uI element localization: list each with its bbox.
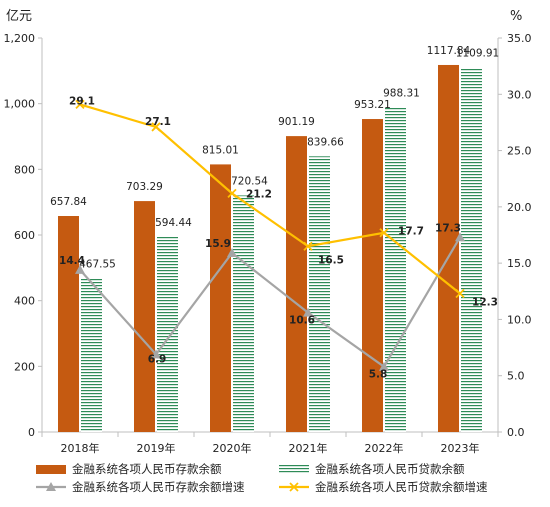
right-axis-unit: % bbox=[510, 9, 522, 24]
left-tick-label: 600 bbox=[14, 229, 35, 242]
deposit-bar-label: 657.84 bbox=[50, 196, 87, 208]
legend-label: 金融系统各项人民币贷款余额增速 bbox=[315, 480, 488, 494]
loan-growth-point-stroke bbox=[75, 99, 85, 110]
deposit-growth-label: 6.9 bbox=[148, 353, 167, 365]
deposit-bar-label: 953.21 bbox=[354, 99, 391, 111]
right-tick-label: 5.0 bbox=[507, 370, 525, 383]
deposit-growth-label: 15.9 bbox=[205, 238, 231, 250]
deposit-bar-label: 815.01 bbox=[202, 144, 239, 156]
legend: 金融系统各项人民币存款余额 金融系统各项人民币贷款余额金融系统各项人民币存款余额增… bbox=[36, 462, 488, 494]
x-tick-label: 2019年 bbox=[137, 441, 176, 455]
loan-bar bbox=[157, 236, 178, 432]
right-tick-label: 35.0 bbox=[507, 32, 532, 45]
loan-growth-point-stroke bbox=[455, 288, 465, 299]
deposit-growth-line bbox=[79, 236, 461, 369]
loan-growth-label: 12.3 bbox=[472, 297, 498, 309]
x-tick-label: 2022年 bbox=[365, 441, 404, 455]
loan-growth-point-stroke bbox=[379, 228, 389, 238]
deposit-bar bbox=[210, 164, 231, 433]
legend-swatch-marker bbox=[46, 482, 56, 491]
deposit-bar bbox=[438, 64, 459, 433]
loan-bar bbox=[385, 107, 406, 432]
loan-growth-point bbox=[227, 188, 237, 198]
loan-growth-point bbox=[75, 99, 85, 110]
right-tick-label: 30.0 bbox=[507, 88, 532, 101]
deposit-bar-label: 1117.84 bbox=[427, 45, 471, 57]
loan-bar-label: 988.31 bbox=[383, 88, 420, 100]
left-tick-label: 0 bbox=[28, 426, 35, 439]
deposit-growth-point bbox=[75, 264, 85, 274]
loan-bar bbox=[81, 278, 102, 432]
legend-swatch bbox=[279, 465, 309, 474]
deposit-bar-label: 703.29 bbox=[126, 181, 163, 193]
deposit-bar-label: 901.19 bbox=[278, 116, 315, 128]
loan-bar bbox=[309, 156, 330, 432]
loan-bar bbox=[461, 67, 482, 432]
bars bbox=[58, 64, 482, 433]
deposit-growth-point bbox=[227, 248, 237, 258]
deposit-growth-point bbox=[455, 232, 465, 242]
deposit-bar bbox=[134, 201, 155, 432]
left-tick-label: 800 bbox=[14, 163, 35, 176]
deposit-growth-point bbox=[379, 361, 389, 371]
loan-growth-point bbox=[455, 288, 465, 299]
axes: 0 200 400 600 800 1,000 1,200 0.0 5.0 10.0 15.0 20.… bbox=[4, 32, 532, 455]
loan-growth-line bbox=[79, 103, 461, 295]
x-tick-label: 2023年 bbox=[441, 441, 480, 455]
right-tick-label: 10.0 bbox=[507, 313, 532, 326]
loan-bar bbox=[233, 195, 254, 432]
loan-growth-point bbox=[379, 228, 389, 238]
deposit-bar bbox=[286, 136, 307, 432]
left-axis-unit: 亿元 bbox=[6, 9, 32, 24]
deposit-growth-label: 10.6 bbox=[289, 315, 315, 327]
loan-growth-label: 29.1 bbox=[69, 95, 95, 107]
loan-growth-label: 21.2 bbox=[246, 188, 272, 200]
loan-bar-label: 467.55 bbox=[79, 258, 116, 270]
deposit-bar bbox=[58, 216, 79, 432]
deposit-bar bbox=[362, 119, 383, 432]
left-tick-label: 1,200 bbox=[4, 32, 36, 45]
deposit-growth-label: 14.4 bbox=[59, 255, 85, 267]
loan-bar-label: 594.44 bbox=[155, 217, 192, 229]
right-tick-label: 0.0 bbox=[507, 426, 525, 439]
left-tick-label: 1,000 bbox=[4, 98, 36, 111]
loan-growth-label: 17.7 bbox=[398, 226, 424, 238]
legend-label: 金融系统各项人民币存款余额 bbox=[72, 462, 222, 476]
deposit-growth-point bbox=[303, 307, 313, 317]
loan-growth-point-stroke bbox=[151, 122, 161, 132]
left-tick-label: 200 bbox=[14, 360, 35, 373]
legend-label: 金融系统各项人民币贷款余额 bbox=[315, 462, 465, 476]
loan-bar-label: 1109.91 bbox=[456, 48, 499, 60]
right-tick-label: 15.0 bbox=[507, 257, 532, 270]
deposit-growth-point bbox=[151, 349, 161, 359]
left-tick-label: 400 bbox=[14, 295, 35, 308]
x-tick-label: 2018年 bbox=[61, 441, 100, 455]
legend-swatch bbox=[36, 465, 66, 474]
x-tick-label: 2021年 bbox=[289, 441, 328, 455]
loan-bar-label: 720.54 bbox=[231, 175, 268, 187]
x-tick-label: 2020年 bbox=[213, 441, 252, 455]
loan-bar-label: 839.66 bbox=[307, 136, 344, 148]
legend-swatch-marker bbox=[289, 482, 299, 492]
data-labels: 657.84 703.29 815.01 901.19 953.21 1117.84 467… bbox=[50, 45, 499, 381]
loan-growth-point-stroke bbox=[303, 241, 313, 251]
loan-growth-point bbox=[303, 241, 313, 251]
deposit-growth-label: 17.3 bbox=[435, 222, 461, 234]
lines bbox=[75, 99, 465, 371]
loan-growth-label: 27.1 bbox=[145, 116, 171, 128]
right-tick-label: 20.0 bbox=[507, 201, 532, 214]
loan-growth-label: 16.5 bbox=[318, 254, 344, 266]
loan-growth-point-stroke bbox=[227, 188, 237, 198]
right-tick-label: 25.0 bbox=[507, 145, 532, 158]
deposit-growth-label: 5.8 bbox=[369, 369, 388, 381]
legend-label: 金融系统各项人民币存款余额增速 bbox=[72, 480, 245, 494]
loan-growth-point bbox=[151, 122, 161, 132]
